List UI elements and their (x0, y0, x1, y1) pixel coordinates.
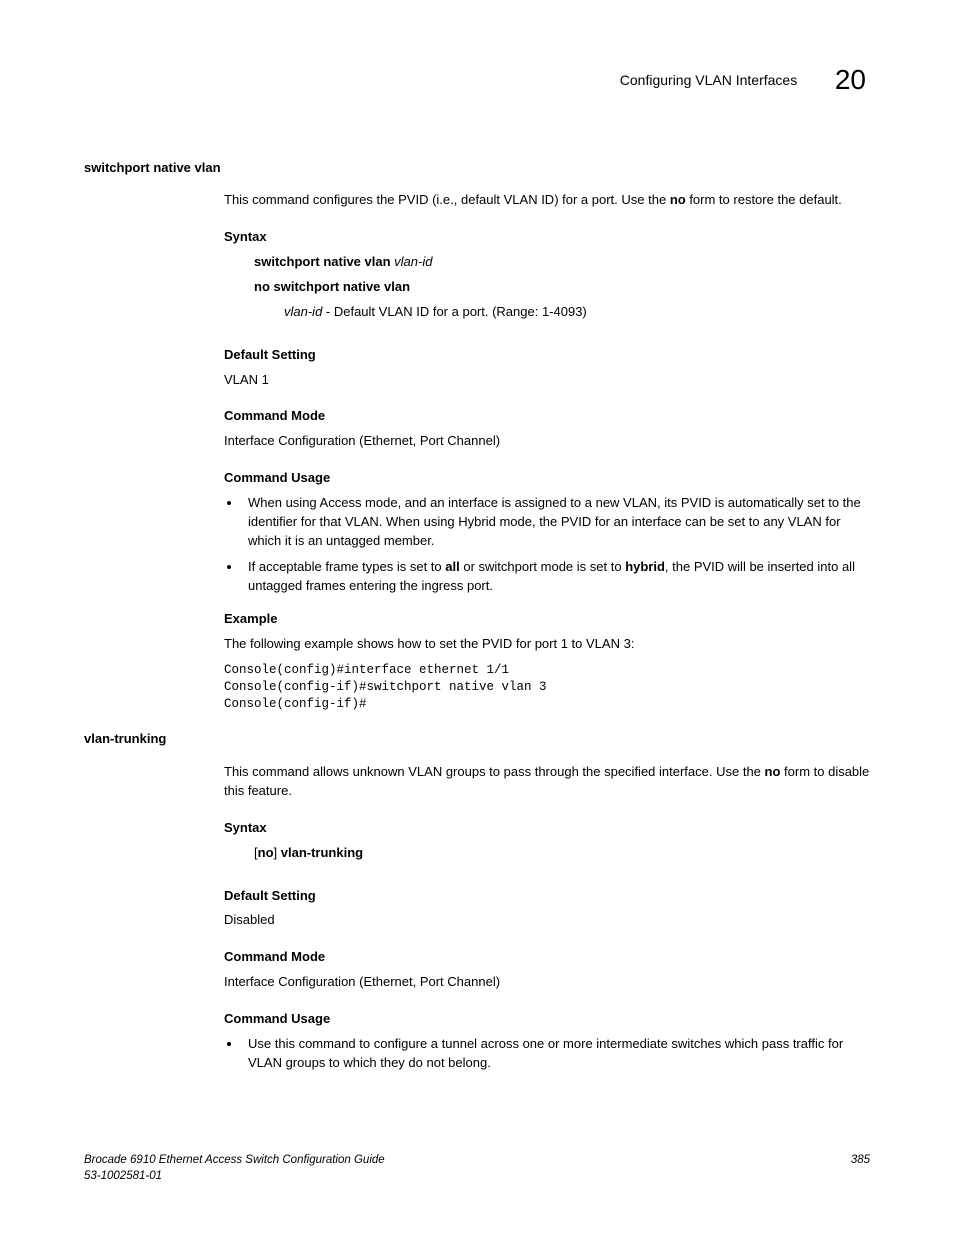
default-label: Default Setting (224, 346, 870, 365)
syntax-block: switchport native vlan vlan-id no switch… (254, 253, 870, 322)
section1-intro: This command configures the PVID (i.e., … (224, 191, 870, 210)
section-heading-vlantrunking: vlan-trunking (84, 730, 870, 749)
example-label: Example (224, 610, 870, 629)
syntax-line-2: [no] vlan-trunking (254, 844, 870, 863)
footer: Brocade 6910 Ethernet Access Switch Conf… (84, 1152, 870, 1185)
footer-left: Brocade 6910 Ethernet Access Switch Conf… (84, 1152, 385, 1185)
default-value: VLAN 1 (224, 371, 870, 390)
default-value-2: Disabled (224, 911, 870, 930)
footer-pagenum: 385 (851, 1152, 870, 1169)
mode-label-2: Command Mode (224, 948, 870, 967)
usage-list: When using Access mode, and an interface… (224, 494, 870, 596)
syntax-line2: no switchport native vlan (254, 278, 870, 297)
page: Configuring VLAN Interfaces 20 switchpor… (0, 0, 954, 1235)
section1-body: This command configures the PVID (i.e., … (224, 191, 870, 712)
syntax-block-2: [no] vlan-trunking (254, 844, 870, 863)
section2-intro: This command allows unknown VLAN groups … (224, 763, 870, 801)
usage-item-2-1: Use this command to configure a tunnel a… (242, 1035, 870, 1073)
example-text: The following example shows how to set t… (224, 635, 870, 654)
syntax-label-2: Syntax (224, 819, 870, 838)
usage-item-1: When using Access mode, and an interface… (242, 494, 870, 551)
mode-value: Interface Configuration (Ethernet, Port … (224, 432, 870, 451)
example-code: Console(config)#interface ethernet 1/1 C… (224, 662, 870, 713)
usage-label-2: Command Usage (224, 1010, 870, 1029)
syntax-label: Syntax (224, 228, 870, 247)
header-title: Configuring VLAN Interfaces (620, 70, 797, 90)
syntax-arg-line: vlan-id - Default VLAN ID for a port. (R… (284, 303, 870, 322)
page-header: Configuring VLAN Interfaces 20 (84, 60, 870, 101)
mode-value-2: Interface Configuration (Ethernet, Port … (224, 973, 870, 992)
usage-list-2: Use this command to configure a tunnel a… (224, 1035, 870, 1073)
chapter-number: 20 (835, 60, 866, 101)
usage-label: Command Usage (224, 469, 870, 488)
default-label-2: Default Setting (224, 887, 870, 906)
footer-guide: Brocade 6910 Ethernet Access Switch Conf… (84, 1154, 385, 1166)
section-heading-switchport: switchport native vlan (84, 159, 870, 178)
syntax-arg-block: vlan-id - Default VLAN ID for a port. (R… (284, 303, 870, 322)
mode-label: Command Mode (224, 407, 870, 426)
syntax-line1: switchport native vlan vlan-id (254, 253, 870, 272)
footer-docnum: 53-1002581-01 (84, 1170, 162, 1182)
section2-body: This command allows unknown VLAN groups … (224, 763, 870, 1072)
usage-item-2: If acceptable frame types is set to all … (242, 558, 870, 596)
